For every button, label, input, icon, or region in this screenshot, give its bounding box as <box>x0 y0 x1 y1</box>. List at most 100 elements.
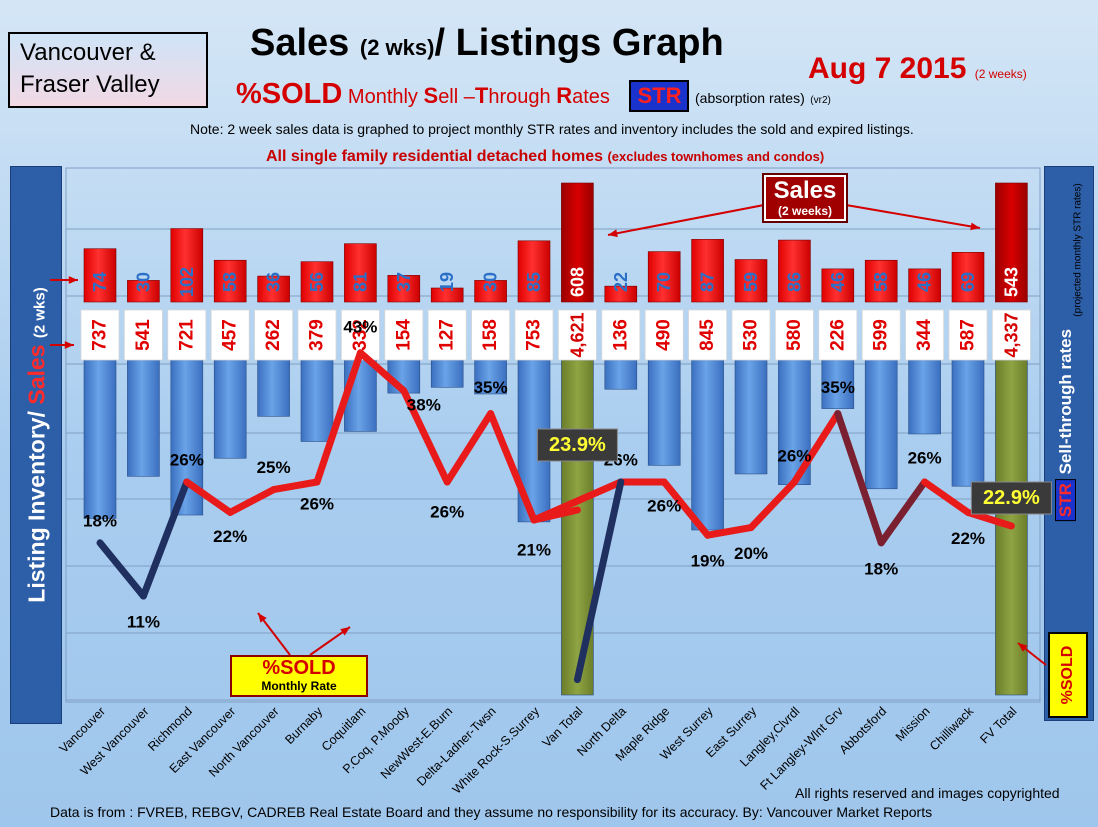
sales-bar <box>430 287 464 303</box>
sales-bar <box>647 251 681 303</box>
str-line-segment <box>183 478 234 516</box>
str-line-segment <box>704 524 755 539</box>
listing-label-bg <box>167 309 207 361</box>
right-axis-panel <box>1044 166 1094 721</box>
str-value-label: 11% <box>127 613 160 632</box>
category-label: Chilliwack <box>927 704 977 754</box>
listing-label-bg <box>210 309 250 361</box>
sold-monthly-box: %SOLD Monthly Rate <box>230 655 368 697</box>
sales-bar <box>517 240 551 303</box>
listing-value-label: 599 <box>871 319 892 351</box>
listing-value-label: 154 <box>393 319 414 351</box>
sales-arrow-right-head <box>970 222 980 231</box>
str-line-segment <box>747 478 798 532</box>
region-label-box: Vancouver & Fraser Valley <box>8 32 208 108</box>
str-value-label: 35% <box>474 378 508 397</box>
str-value-label: 26% <box>777 447 811 466</box>
str-badge: STR <box>629 80 690 112</box>
listing-label-bg <box>948 309 988 361</box>
listing-value-label: 580 <box>784 319 805 351</box>
listing-value-label: 344 <box>914 319 935 351</box>
str-value-label: 43% <box>343 317 377 336</box>
sales-bar <box>995 182 1028 303</box>
sales-value-label: 86 <box>784 272 804 292</box>
listing-label-bg <box>124 309 163 361</box>
version-label: (vr2) <box>810 95 831 106</box>
listing-value-label: 379 <box>307 319 328 351</box>
sales-arrow-right <box>845 204 981 229</box>
str-value-label: 26% <box>647 497 681 516</box>
sales-bar <box>474 280 507 303</box>
st-part: S <box>423 83 439 108</box>
listing-bar <box>604 359 638 390</box>
str-line-segment <box>443 410 495 486</box>
category-label: Delta-Ladner-Twsn <box>414 704 499 789</box>
date-note: (2 weeks) <box>974 67 1027 81</box>
listing-label-bg <box>644 309 684 361</box>
listing-bar <box>127 359 160 477</box>
listing-label-bg <box>297 309 337 361</box>
sold-vertical-box <box>1048 632 1088 718</box>
st-part: ates <box>572 86 610 108</box>
listing-value-label: 541 <box>133 319 154 351</box>
title-main: Sales <box>250 22 360 64</box>
sales-bar <box>604 285 638 303</box>
listing-bar <box>864 359 898 490</box>
str-value-label: 20% <box>734 544 768 563</box>
category-label: Burnaby <box>282 704 325 747</box>
note-text: Note: 2 week sales data is graphed to pr… <box>190 121 914 137</box>
str-value-label: 21% <box>517 541 551 560</box>
sales-value-label: 543 <box>1001 267 1021 297</box>
sales-bar <box>734 259 768 303</box>
str-line-segment <box>964 508 1015 530</box>
category-label: Ft Langley-Wlnt Grv <box>757 704 846 793</box>
sales-bar <box>691 239 724 303</box>
listing-label-bg <box>427 309 467 361</box>
sales-value-label: 36 <box>264 272 284 292</box>
str-value-label: 26% <box>300 495 334 514</box>
listing-value-label: 136 <box>610 319 631 351</box>
left-axis-panel <box>10 166 62 724</box>
listing-bar <box>951 359 985 487</box>
sales-bar <box>300 261 334 303</box>
sales-value-label: 59 <box>741 272 761 292</box>
str-line-segment <box>660 478 712 539</box>
absorption-label: (absorption rates) <box>695 90 805 106</box>
total-str-badge <box>970 481 1052 515</box>
listing-label-bg <box>471 309 511 361</box>
copyright-text: All rights reserved and images copyright… <box>795 785 1060 801</box>
source-text: Data is from : FVREB, REBGV, CADREB Real… <box>50 804 933 820</box>
str-value-label: 26% <box>908 449 942 468</box>
str-value-label: 22% <box>213 527 247 546</box>
scope-text: All single family residential detached h… <box>266 148 824 166</box>
listing-value-label: 587 <box>958 319 979 351</box>
sold-arrow-right-head <box>340 627 350 636</box>
sales-callout-sub: (2 weeks) <box>777 204 833 218</box>
sold-box-title: %SOLD <box>262 657 336 679</box>
str-value-label: 19% <box>691 552 725 571</box>
str-line-segment <box>573 478 625 684</box>
str-value-label: 38% <box>407 395 441 414</box>
listing-label-bg <box>254 309 294 361</box>
listing-label-bg <box>558 309 597 361</box>
sales-bar <box>170 228 204 303</box>
listing-bar <box>344 359 377 432</box>
listing-label-bg <box>384 309 424 361</box>
listing-value-label: 4,621 <box>567 312 587 357</box>
listing-bar <box>257 359 290 417</box>
listing-label-bg <box>688 309 727 361</box>
sales-bar <box>387 275 421 303</box>
sales-value-label: 608 <box>567 267 587 297</box>
sold-label: %SOLD <box>236 78 343 110</box>
str-value-label: 18% <box>83 511 117 530</box>
sales-value-label: 70 <box>654 272 674 292</box>
listing-label-bg <box>601 309 641 361</box>
listing-value-label: 457 <box>220 319 241 351</box>
st-part: hrough <box>488 86 557 108</box>
str-line-segment <box>226 486 278 516</box>
total-str-label: 23.9% <box>549 434 606 456</box>
sales-arrow-left <box>607 204 765 236</box>
listing-value-label: 530 <box>741 319 762 351</box>
sales-value-label: 19 <box>437 272 457 292</box>
sales-bar <box>344 243 377 303</box>
